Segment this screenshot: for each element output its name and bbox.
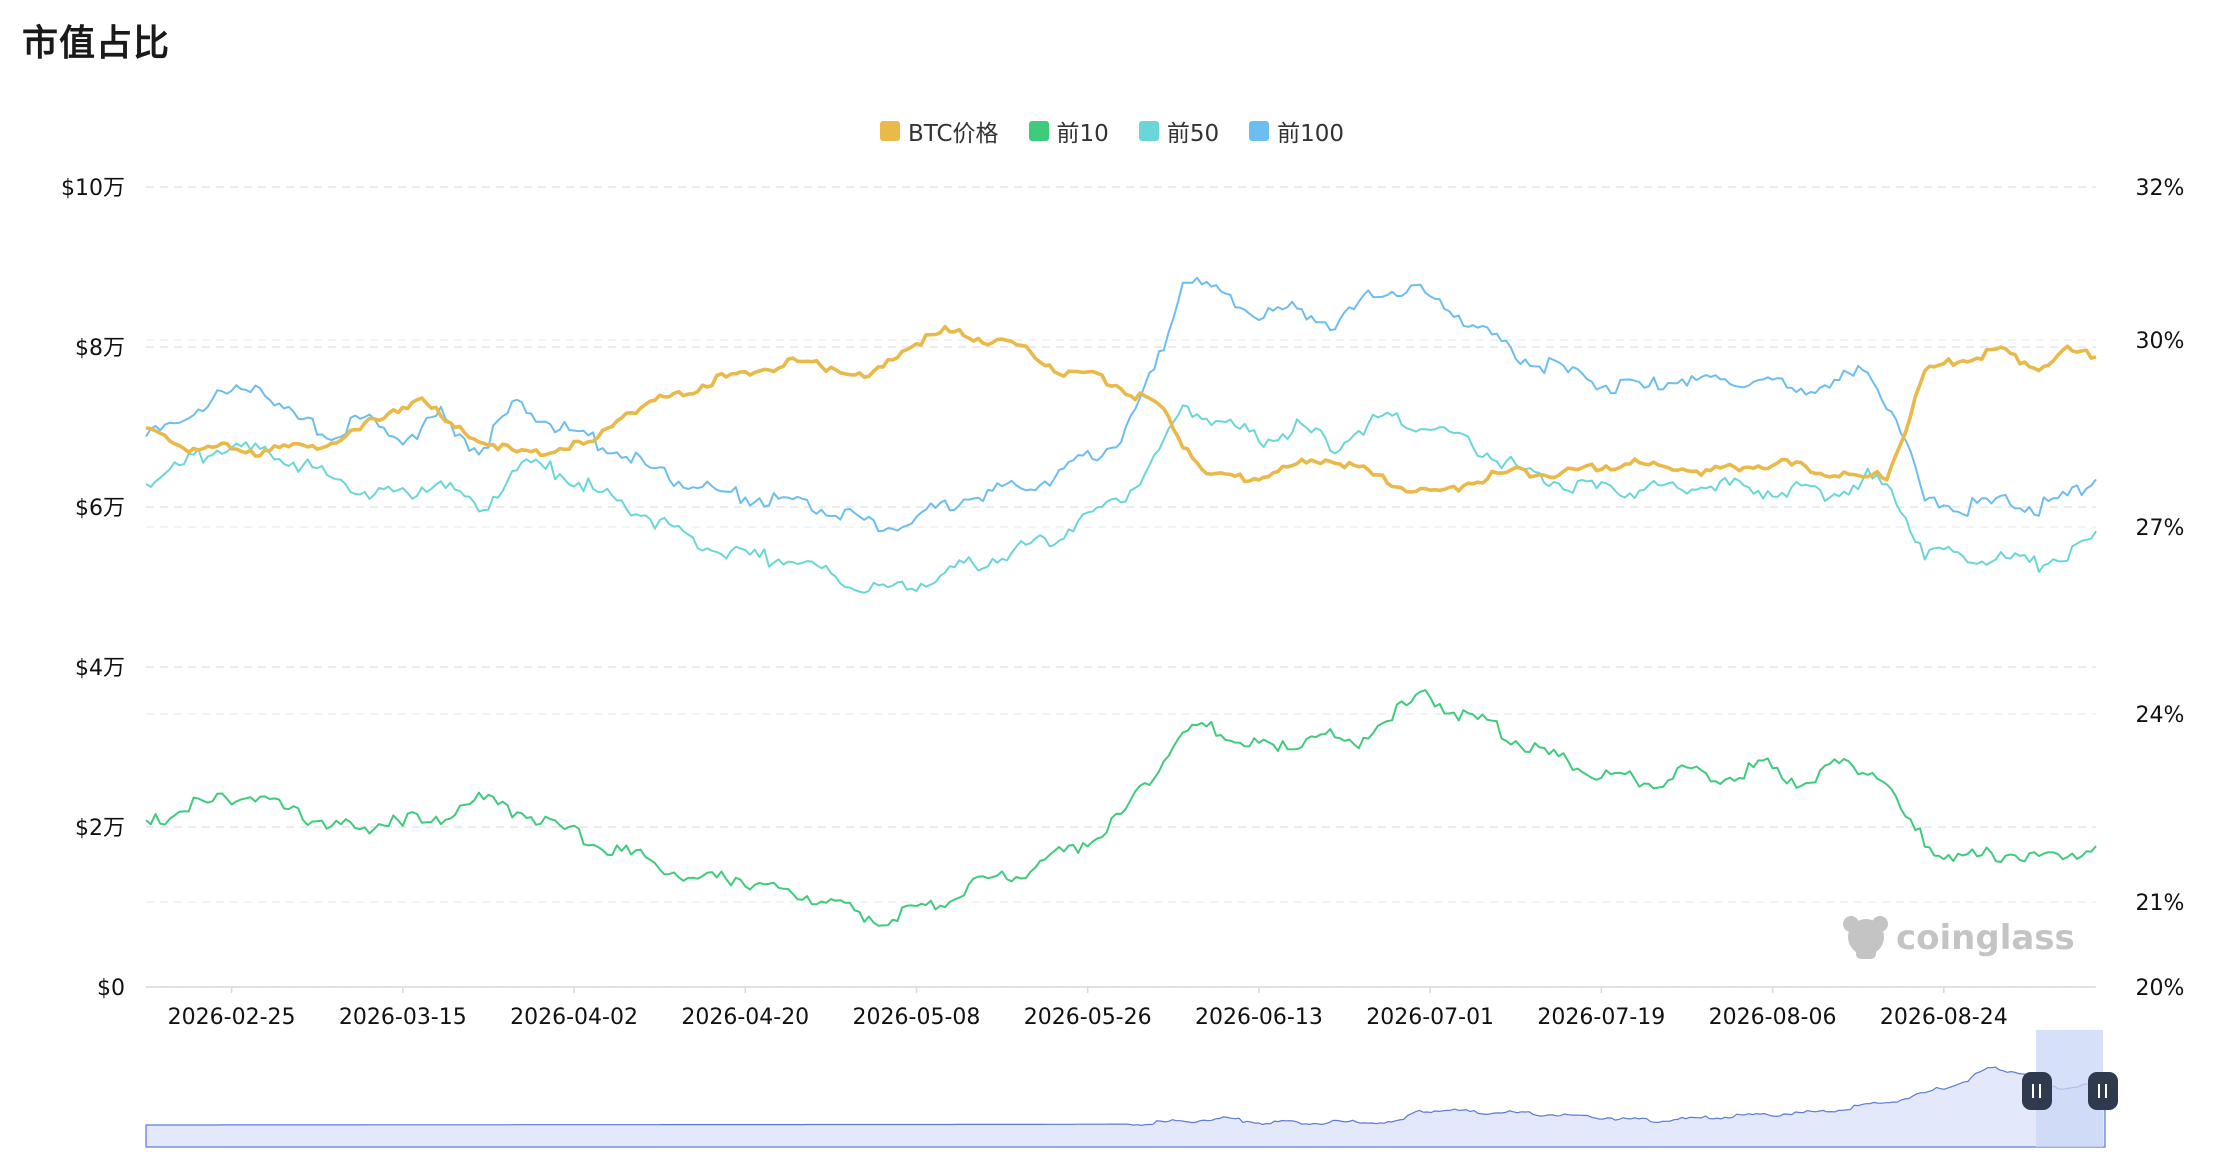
- left-axis-tick-label: $2万: [75, 816, 125, 841]
- series-line-top10: [145, 689, 2097, 927]
- left-axis-tick-label: $4万: [75, 656, 125, 681]
- legend-swatch-top100: [1249, 121, 1270, 141]
- right-axis-tick-label: 27%: [2136, 516, 2185, 541]
- coinglass-watermark: coinglass: [1843, 916, 2075, 959]
- chart-legend: BTC价格 前10 前50 前100: [0, 114, 2224, 148]
- legend-item-top100[interactable]: 前100: [1249, 114, 1344, 148]
- x-axis-tick-label: 2026-05-26: [1024, 1005, 1152, 1030]
- x-axis-tick-label: 2026-08-24: [1880, 1005, 2008, 1030]
- left-axis-tick-label: $8万: [75, 336, 125, 361]
- series-line-top100: [145, 276, 2097, 533]
- x-axis-tick-label: 2026-02-25: [168, 1005, 296, 1030]
- left-axis-tick-label: $6万: [75, 496, 125, 521]
- range-navigator[interactable]: [145, 1030, 2118, 1148]
- navigator-left-handle[interactable]: [2022, 1072, 2052, 1110]
- x-axis-tick-label: 2026-04-20: [681, 1005, 809, 1030]
- x-axis: 2026-02-25 2026-03-15 2026-04-02 2026-04-20…: [146, 986, 2096, 1030]
- left-y-axis: $0 $2万 $4万 $6万 $8万 $10万: [61, 176, 125, 1001]
- legend-label-top100: 前100: [1277, 121, 1344, 147]
- x-axis-tick-label: 2026-08-06: [1709, 1005, 1837, 1030]
- right-axis-tick-label: 32%: [2136, 176, 2185, 201]
- legend-label-btc-price: BTC价格: [907, 121, 999, 147]
- x-axis-tick-label: 2026-05-08: [853, 1005, 981, 1030]
- left-axis-tick-label: $0: [97, 976, 125, 1001]
- x-axis-tick-label: 2026-03-15: [339, 1005, 467, 1030]
- legend-swatch-top50: [1138, 121, 1159, 141]
- series-lines: [145, 276, 2097, 927]
- page-title: 市值占比: [22, 23, 171, 64]
- legend-item-btc-price[interactable]: BTC价格: [879, 114, 999, 148]
- legend-label-top50: 前50: [1166, 121, 1220, 147]
- legend-item-top50[interactable]: 前50: [1138, 114, 1220, 148]
- right-axis-tick-label: 30%: [2136, 329, 2185, 354]
- right-y-axis: 20% 21% 24% 27% 30% 32%: [2136, 176, 2185, 1001]
- right-axis-tick-label: 24%: [2136, 703, 2185, 728]
- right-axis-tick-label: 20%: [2136, 976, 2185, 1001]
- x-axis-tick-label: 2026-07-01: [1366, 1005, 1494, 1030]
- navigator-overview-area: [145, 1066, 2106, 1148]
- x-axis-tick-label: 2026-07-19: [1537, 1005, 1665, 1030]
- series-line-btc-price: [145, 324, 2097, 494]
- right-axis-tick-label: 21%: [2136, 891, 2185, 916]
- x-axis-tick-label: 2026-06-13: [1195, 1005, 1323, 1030]
- coinglass-logo-icon: [1843, 916, 1888, 959]
- left-axis-tick-label: $10万: [61, 176, 125, 201]
- series-line-top50: [145, 404, 2097, 594]
- legend-swatch-btc-price: [879, 121, 900, 141]
- watermark-text: coinglass: [1896, 918, 2075, 958]
- legend-swatch-top10: [1028, 121, 1049, 141]
- navigator-right-handle[interactable]: [2088, 1072, 2118, 1110]
- legend-item-top10[interactable]: 前10: [1028, 114, 1109, 148]
- legend-label-top10: 前10: [1056, 121, 1109, 147]
- grid-lines: [146, 186, 2096, 988]
- x-axis-tick-label: 2026-04-02: [510, 1005, 638, 1030]
